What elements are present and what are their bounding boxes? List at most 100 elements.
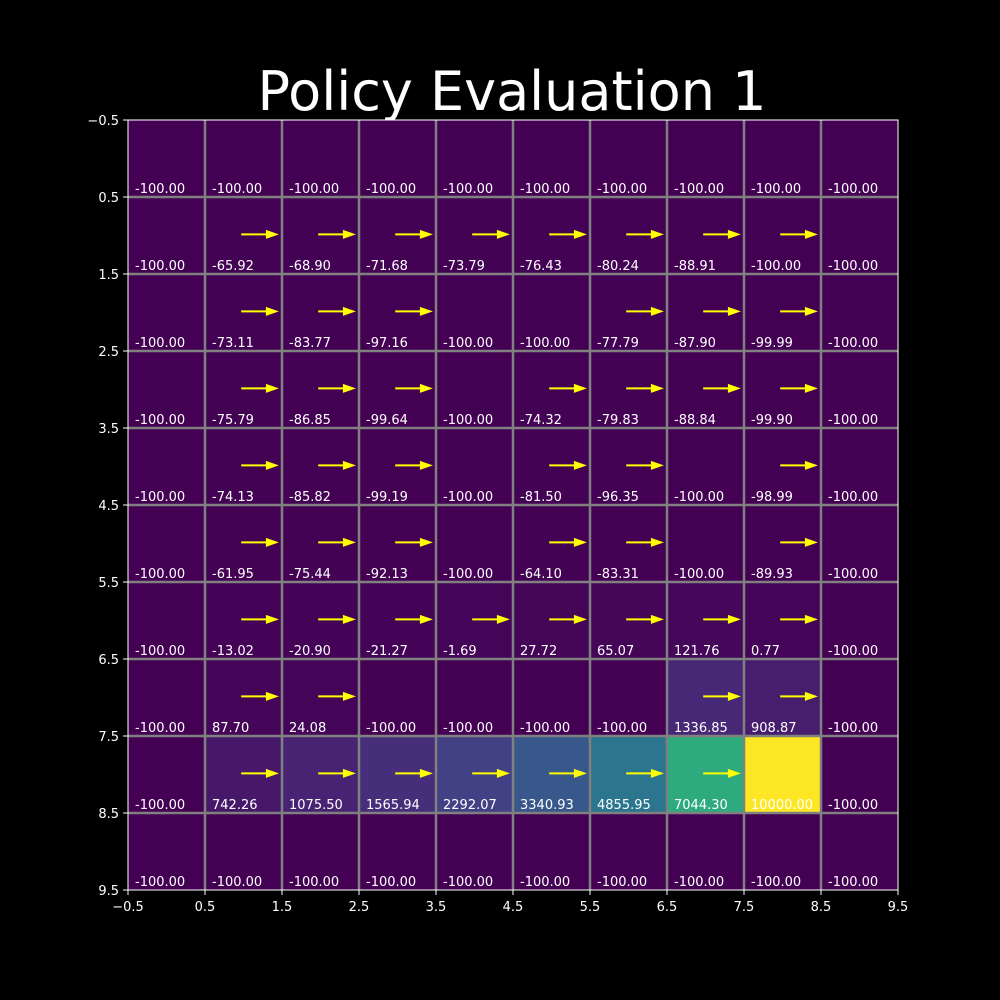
heatmap-cell [667,813,744,890]
heatmap-cell [513,813,590,890]
heatmap-cell [667,120,744,197]
cell-value-label: -100.00 [443,875,493,890]
policy-arrow-right [780,614,818,624]
cell-value-label: -100.00 [828,644,878,659]
cell-value-label: -100.00 [135,413,185,428]
policy-arrow-right [626,768,664,778]
cell-value-label: -99.19 [366,490,408,505]
policy-arrow-right [318,306,356,316]
cell-value-label: -79.83 [597,413,639,428]
cell-value-label: -100.00 [674,567,724,582]
cell-value-label: -100.00 [135,875,185,890]
cell-value-label: -71.68 [366,259,408,274]
policy-arrow-right [703,768,741,778]
policy-arrow-right [703,691,741,701]
cell-value-label: -75.44 [289,567,331,582]
heatmap-cell [513,274,590,351]
cell-value-label: -100.00 [597,721,647,736]
heatmap-cell [590,120,667,197]
cell-value-label: 121.76 [674,644,720,659]
cell-value-label: -100.00 [828,567,878,582]
grid-lines [128,120,898,890]
cell-value-label: -86.85 [289,413,331,428]
policy-arrow-right [780,383,818,393]
cell-value-label: -100.00 [135,259,185,274]
cell-value-label: 1336.85 [674,721,728,736]
heatmap-cell [436,505,513,582]
cell-value-label: -74.13 [212,490,254,505]
cell-value-label: -100.00 [443,490,493,505]
policy-arrow-right [472,614,510,624]
heatmap-cell [128,505,205,582]
cell-value-label: -100.00 [135,798,185,813]
policy-arrow-right [241,537,279,547]
cell-value-label: -68.90 [289,259,331,274]
policy-arrow-right [318,229,356,239]
cell-value-label: 27.72 [520,644,557,659]
cell-value-label: 10000.00 [751,798,813,813]
cell-value-label: -1.69 [443,644,477,659]
cell-value-label: -100.00 [212,875,262,890]
x-tick-label: −0.5 [112,900,144,915]
cell-value-label: -100.00 [443,567,493,582]
cell-value-label: -83.31 [597,567,639,582]
cell-value-label: -20.90 [289,644,331,659]
heatmap-cell [513,659,590,736]
policy-arrow-right [318,691,356,701]
cell-value-label: -100.00 [520,875,570,890]
cell-value-label: -100.00 [828,413,878,428]
cell-value-label: -100.00 [828,490,878,505]
cell-value-label: -73.11 [212,336,254,351]
x-tick-label: 7.5 [734,900,755,915]
heatmap-cell [128,351,205,428]
cell-value-label: -80.24 [597,259,639,274]
policy-arrow-right [241,306,279,316]
policy-arrow-right [241,229,279,239]
policy-arrow-right [626,383,664,393]
heatmap-cell [128,582,205,659]
policy-arrow-right [703,306,741,316]
heatmap-cell [436,274,513,351]
y-tick-label: 8.5 [98,807,119,822]
x-tick-label: 4.5 [503,900,524,915]
policy-arrow-right [472,768,510,778]
heatmap-cell [513,120,590,197]
cell-value-label: 2292.07 [443,798,497,813]
cell-value-label: -100.00 [674,875,724,890]
heatmap-cell [128,274,205,351]
cell-value-label: 908.87 [751,721,797,736]
heatmap-cell [359,659,436,736]
heatmap-cells [128,120,898,890]
cell-value-label: -97.16 [366,336,408,351]
cell-value-label: -100.00 [135,644,185,659]
heatmap-cell [436,813,513,890]
policy-arrow-right [549,537,587,547]
heatmap-cell [821,813,898,890]
policy-arrow-right [780,537,818,547]
cell-value-label: -74.32 [520,413,562,428]
policy-arrow-right [395,229,433,239]
policy-arrow-right [703,383,741,393]
y-tick-label: 1.5 [98,268,119,283]
cell-value-label: -100.00 [751,259,801,274]
cell-value-label: -88.84 [674,413,716,428]
policy-arrow-right [472,229,510,239]
cell-value-label: -100.00 [366,875,416,890]
x-tick-label: 2.5 [349,900,370,915]
policy-arrow-right [318,460,356,470]
heatmap-cell [128,120,205,197]
cell-value-label: -100.00 [443,182,493,197]
cell-value-label: -100.00 [828,336,878,351]
cell-value-label: -100.00 [135,567,185,582]
heatmap-cell [744,120,821,197]
heatmap-cell [667,428,744,505]
policy-arrow-right [549,383,587,393]
heatmap-cell [821,274,898,351]
cell-value-label: 24.08 [289,721,326,736]
y-axis: −0.5 0.5 1.5 2.5 3.5 4.5 5.5 6.5 7.5 8.5 9.5 [87,114,128,899]
cell-value-label: -100.00 [597,875,647,890]
cell-value-label: 87.70 [212,721,249,736]
cell-value-label: -21.27 [366,644,408,659]
policy-arrow-right [780,306,818,316]
